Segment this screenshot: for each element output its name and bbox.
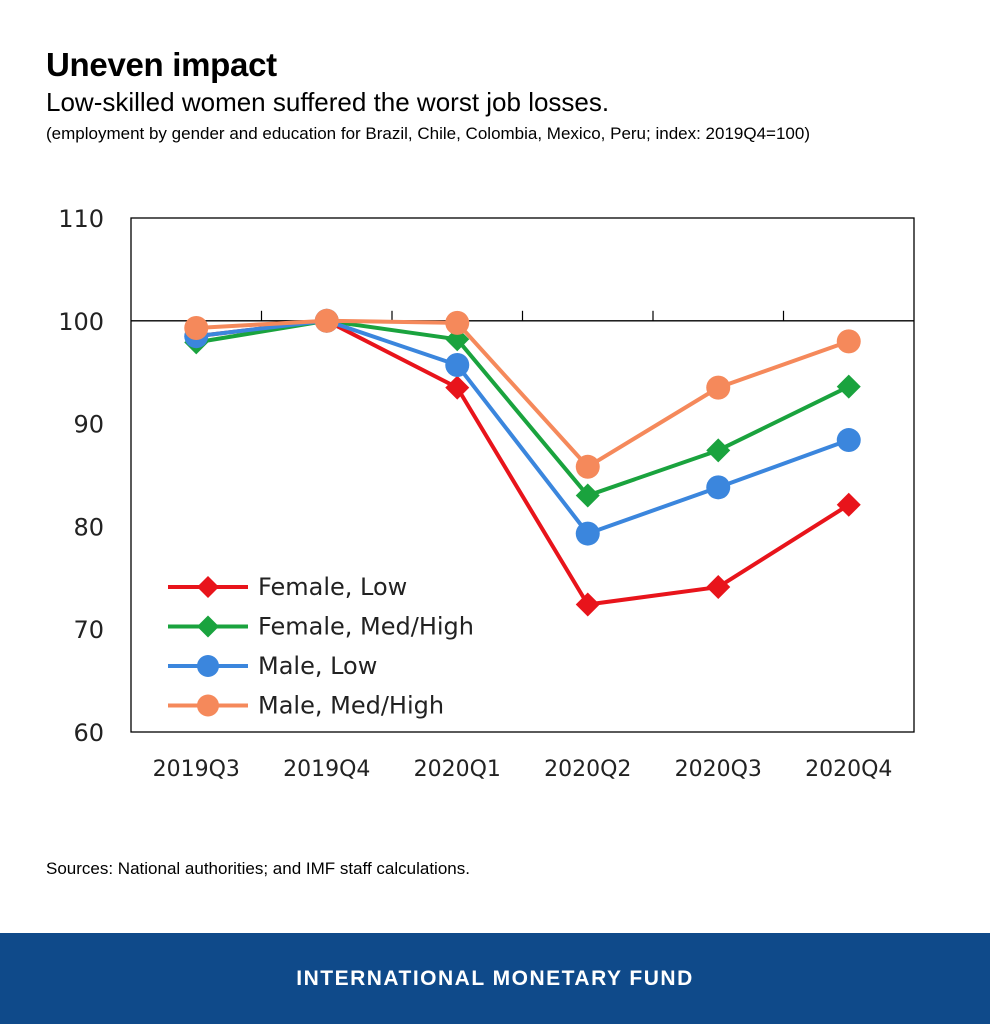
data-point — [575, 521, 600, 546]
x-tick-label: 2020Q1 — [414, 757, 501, 782]
legend-marker — [197, 576, 219, 598]
y-tick-label: 60 — [73, 719, 104, 747]
data-point — [445, 327, 470, 352]
line-chart: 60 70 80 90 100 110 2019Q3 2019Q4 2020Q1 2020Q2 20… — [58, 205, 915, 782]
legend-marker — [197, 615, 219, 638]
y-tick-label: 100 — [58, 308, 104, 336]
y-tick-label: 110 — [58, 205, 104, 233]
x-tick-label: 2019Q3 — [153, 757, 240, 782]
data-point — [836, 492, 861, 517]
x-tick-label: 2020Q2 — [544, 757, 631, 782]
series-line — [196, 318, 850, 607]
x-tick-label: 2019Q4 — [283, 757, 370, 782]
y-tick-label: 80 — [73, 513, 104, 541]
y-tick-label: 70 — [73, 616, 104, 644]
x-tick-label: 2020Q4 — [805, 757, 892, 782]
data-point — [575, 483, 600, 508]
data-point — [836, 329, 861, 354]
data-point — [706, 575, 731, 600]
data-point — [706, 475, 731, 500]
data-point — [575, 454, 600, 479]
data-point — [184, 315, 209, 340]
series-line — [196, 318, 850, 536]
series-line — [195, 318, 850, 498]
legend-label: Male, Med/High — [258, 692, 444, 720]
legend-label: Male, Low — [258, 652, 377, 680]
data-point — [706, 438, 731, 463]
chart-title: Uneven impact — [46, 46, 277, 83]
legend-marker — [197, 655, 219, 677]
data-point — [445, 375, 470, 400]
data-point — [836, 428, 861, 453]
data-point — [575, 592, 600, 617]
data-point — [706, 375, 731, 400]
source-note: Sources: National authorities; and IMF s… — [46, 859, 470, 878]
chart-note: (employment by gender and education for … — [46, 124, 810, 143]
legend-marker — [197, 694, 219, 717]
plot-frame — [130, 217, 915, 733]
imf-brand: INTERNATIONAL MONETARY FUND — [296, 966, 694, 990]
chart-subtitle: Low-skilled women suffered the worst job… — [46, 87, 610, 117]
x-tick-label: 2020Q3 — [675, 757, 762, 782]
data-point — [445, 353, 470, 378]
chart-area: 60 70 80 90 100 110 2019Q3 2019Q4 2020Q1 2020Q2 20… — [0, 190, 990, 810]
data-point — [445, 310, 470, 335]
y-tick-label: 90 — [73, 411, 104, 439]
data-point — [836, 374, 861, 399]
legend-label: Female, Med/High — [258, 613, 474, 641]
series-line — [196, 318, 850, 469]
footer-bar: INTERNATIONAL MONETARY FUND — [0, 933, 990, 1024]
legend-label: Female, Low — [258, 573, 407, 601]
data-point — [314, 308, 339, 333]
